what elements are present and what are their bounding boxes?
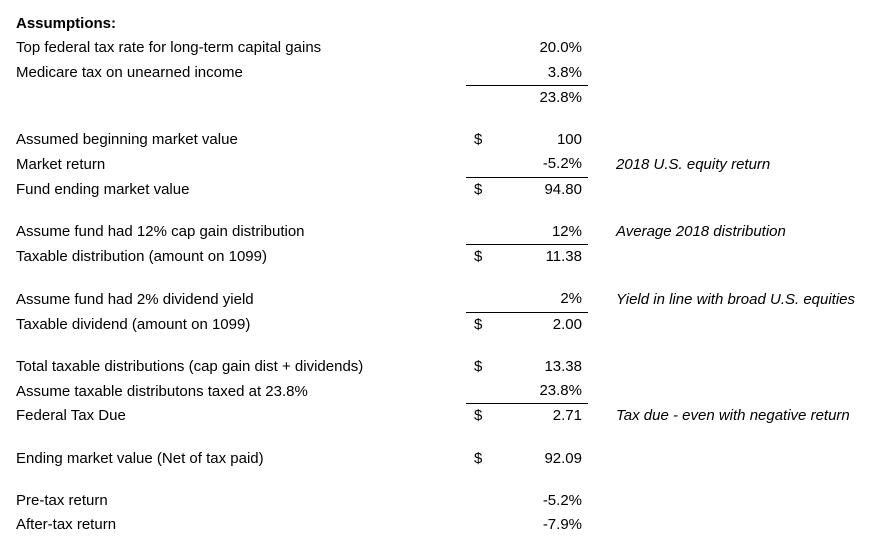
row-label: Medicare tax on unearned income [16,61,466,86]
row-label: Federal Tax Due [16,404,466,429]
row-label: Assume fund had 2% dividend yield [16,287,466,312]
row-value: 20.0% [504,36,588,60]
spacer-row [16,471,855,489]
row-note: Tax due - even with negative return [588,404,855,429]
row-note [588,177,855,202]
row-value: -5.2% [504,489,588,513]
row-label: Top federal tax rate for long-term capit… [16,36,466,60]
row-note [588,85,855,110]
table-row: Pre-tax return -5.2% [16,489,855,513]
spacer-row [16,429,855,447]
header-row: Assumptions: [16,12,855,36]
assumptions-table: Assumptions: Top federal tax rate for lo… [16,12,855,537]
row-currency: $ [466,447,504,471]
row-value: 94.80 [504,177,588,202]
row-value: 11.38 [504,245,588,270]
row-currency: $ [466,404,504,429]
row-note: Average 2018 distribution [588,220,855,245]
row-currency: $ [466,128,504,152]
table-row: 23.8% [16,85,855,110]
row-value: 3.8% [504,61,588,86]
row-note [588,61,855,86]
row-value: 23.8% [504,379,588,404]
row-label: Pre-tax return [16,489,466,513]
table-row: Total taxable distributions (cap gain di… [16,355,855,379]
row-value: 92.09 [504,447,588,471]
table-row: Medicare tax on unearned income 3.8% [16,61,855,86]
row-currency [466,220,504,245]
row-currency [466,489,504,513]
row-label: Total taxable distributions (cap gain di… [16,355,466,379]
table-row: After-tax return -7.9% [16,513,855,537]
row-currency: $ [466,177,504,202]
table-row: Taxable dividend (amount on 1099) $ 2.00 [16,312,855,337]
row-note [588,312,855,337]
row-currency [466,379,504,404]
row-label: Ending market value (Net of tax paid) [16,447,466,471]
row-note: Yield in line with broad U.S. equities [588,287,855,312]
row-label: After-tax return [16,513,466,537]
row-value: 12% [504,220,588,245]
row-label: Taxable dividend (amount on 1099) [16,312,466,337]
row-label: Assume taxable distributons taxed at 23.… [16,379,466,404]
spacer-row [16,110,855,128]
row-label: Market return [16,152,466,177]
row-note [588,447,855,471]
row-value: 2.00 [504,312,588,337]
row-note: 2018 U.S. equity return [588,152,855,177]
row-label: Assumed beginning market value [16,128,466,152]
spacer-row [16,269,855,287]
row-note [588,513,855,537]
table-row: Assumed beginning market value $ 100 [16,128,855,152]
row-currency: $ [466,312,504,337]
row-value: 13.38 [504,355,588,379]
row-value: 2.71 [504,404,588,429]
table-row: Assume fund had 2% dividend yield 2% Yie… [16,287,855,312]
row-currency [466,152,504,177]
row-note [588,128,855,152]
row-note [588,489,855,513]
row-value: 2% [504,287,588,312]
spacer-row [16,202,855,220]
row-currency [466,36,504,60]
row-label: Fund ending market value [16,177,466,202]
row-label: Taxable distribution (amount on 1099) [16,245,466,270]
table-row: Assume taxable distributons taxed at 23.… [16,379,855,404]
row-currency [466,513,504,537]
table-row: Market return -5.2% 2018 U.S. equity ret… [16,152,855,177]
header-label: Assumptions: [16,12,466,36]
spacer-row [16,337,855,355]
row-currency [466,61,504,86]
row-currency [466,287,504,312]
table-row: Ending market value (Net of tax paid) $ … [16,447,855,471]
table-row: Fund ending market value $ 94.80 [16,177,855,202]
row-value: -7.9% [504,513,588,537]
row-note [588,245,855,270]
row-note [588,379,855,404]
table-row: Taxable distribution (amount on 1099) $ … [16,245,855,270]
row-value: -5.2% [504,152,588,177]
row-value: 100 [504,128,588,152]
row-currency [466,85,504,110]
row-label: Assume fund had 12% cap gain distributio… [16,220,466,245]
row-note [588,36,855,60]
table-row: Top federal tax rate for long-term capit… [16,36,855,60]
row-currency: $ [466,245,504,270]
row-value: 23.8% [504,85,588,110]
row-note [588,355,855,379]
table-row: Assume fund had 12% cap gain distributio… [16,220,855,245]
table-row: Federal Tax Due $ 2.71 Tax due - even wi… [16,404,855,429]
row-currency: $ [466,355,504,379]
row-label [16,85,466,110]
